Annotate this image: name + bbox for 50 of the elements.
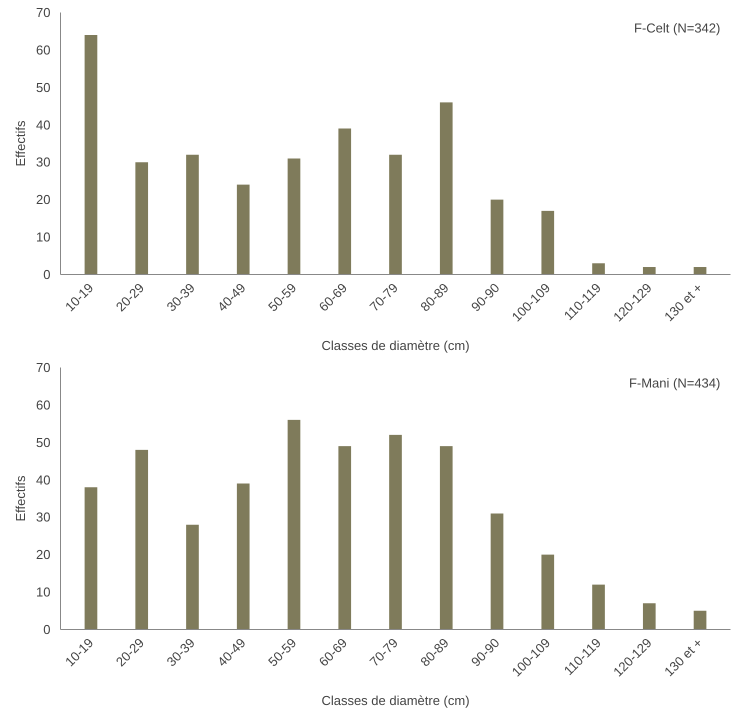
bar bbox=[592, 584, 605, 630]
y-tick-label: 10 bbox=[36, 584, 51, 600]
bar bbox=[541, 554, 554, 630]
y-tick-label: 60 bbox=[36, 397, 51, 412]
x-tick-label: 130 et + bbox=[661, 635, 706, 680]
bar bbox=[84, 34, 98, 274]
y-tick-label: 40 bbox=[36, 472, 51, 488]
bar bbox=[592, 263, 605, 274]
y-tick-label: 30 bbox=[36, 510, 51, 525]
y-tick-label: 0 bbox=[43, 622, 51, 637]
bar bbox=[135, 450, 148, 630]
bar bbox=[338, 128, 352, 274]
bar bbox=[642, 603, 656, 630]
x-axis-title: Classes de diamètre (cm) bbox=[321, 692, 470, 708]
bar bbox=[642, 267, 656, 274]
bar bbox=[236, 484, 250, 630]
y-tick-label: 50 bbox=[36, 80, 51, 95]
bar bbox=[440, 446, 453, 630]
annotation: F-Celt (N=342) bbox=[634, 20, 720, 36]
bar bbox=[440, 102, 453, 274]
bar bbox=[186, 524, 199, 630]
y-axis-title: Effectifs bbox=[13, 475, 28, 522]
y-axis-title: Effectifs bbox=[13, 120, 28, 166]
y-tick-label: 60 bbox=[36, 42, 51, 58]
y-tick-label: 70 bbox=[36, 360, 51, 375]
y-tick-label: 0 bbox=[43, 267, 51, 282]
bar bbox=[186, 154, 199, 274]
bar bbox=[288, 158, 300, 274]
bar bbox=[135, 162, 148, 274]
bar bbox=[84, 487, 98, 630]
y-tick-label: 40 bbox=[36, 117, 51, 132]
annotation: F-Mani (N=434) bbox=[628, 376, 720, 391]
x-tick-label: 130 et + bbox=[661, 280, 706, 324]
y-tick-label: 70 bbox=[36, 5, 51, 20]
bar bbox=[490, 513, 504, 630]
y-tick-label: 20 bbox=[36, 192, 51, 208]
bar bbox=[338, 446, 352, 630]
y-tick-label: 30 bbox=[36, 154, 51, 170]
bar bbox=[541, 210, 554, 274]
bar bbox=[288, 420, 300, 630]
y-tick-label: 20 bbox=[36, 547, 51, 562]
x-axis-title: Classes de diamètre (cm) bbox=[321, 338, 470, 353]
bar bbox=[490, 200, 504, 274]
bar bbox=[694, 267, 706, 274]
bar bbox=[389, 154, 402, 274]
bar bbox=[389, 434, 402, 630]
bar bbox=[694, 610, 706, 630]
bar bbox=[236, 184, 250, 274]
y-tick-label: 10 bbox=[36, 230, 51, 245]
y-tick-label: 50 bbox=[36, 434, 51, 450]
